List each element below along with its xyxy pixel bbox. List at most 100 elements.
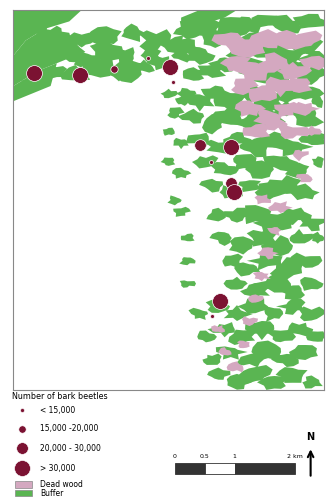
Text: 2 km: 2 km [287,454,303,458]
Polygon shape [235,100,266,116]
Point [231,188,236,196]
Polygon shape [233,154,257,170]
Polygon shape [252,15,289,28]
Polygon shape [289,252,322,268]
Polygon shape [219,185,243,198]
Polygon shape [78,56,114,78]
Point [19,444,25,452]
Polygon shape [245,160,274,179]
Polygon shape [159,36,191,53]
Bar [15,482,31,488]
Polygon shape [288,30,322,50]
Polygon shape [291,102,320,116]
Polygon shape [255,194,271,204]
Polygon shape [223,277,248,289]
Polygon shape [216,17,252,40]
Polygon shape [234,115,266,134]
Text: Number of bark beetles: Number of bark beetles [12,392,108,401]
Polygon shape [290,184,320,200]
Polygon shape [234,262,260,276]
Polygon shape [110,60,150,83]
Point [208,158,213,166]
Polygon shape [238,365,273,384]
Polygon shape [173,21,204,40]
Polygon shape [267,330,296,342]
Polygon shape [272,48,308,68]
Polygon shape [173,138,189,149]
Polygon shape [206,208,226,222]
Polygon shape [257,248,279,260]
Polygon shape [276,57,311,75]
Polygon shape [205,140,232,153]
Polygon shape [106,62,133,82]
Polygon shape [207,322,235,338]
Polygon shape [299,56,327,70]
Polygon shape [286,322,313,336]
Polygon shape [52,36,73,52]
Polygon shape [121,24,145,42]
Polygon shape [248,294,264,303]
Polygon shape [211,325,225,333]
Bar [204,462,234,473]
Polygon shape [298,132,326,145]
Polygon shape [209,232,232,246]
Polygon shape [193,17,222,38]
Polygon shape [161,158,175,166]
Text: < 15,000: < 15,000 [40,406,75,415]
Text: 1: 1 [233,454,236,458]
Point [31,68,36,76]
Polygon shape [197,330,217,342]
Polygon shape [312,232,325,243]
Polygon shape [229,236,255,254]
Polygon shape [277,62,312,79]
Polygon shape [299,216,324,232]
Polygon shape [290,229,314,244]
Polygon shape [179,257,196,265]
Polygon shape [178,108,204,124]
Polygon shape [299,306,325,321]
Polygon shape [198,63,226,78]
Polygon shape [175,96,189,106]
Polygon shape [257,376,288,390]
Polygon shape [247,254,283,270]
Polygon shape [209,162,239,175]
Text: N: N [307,432,315,442]
Polygon shape [13,29,75,86]
Point [19,464,25,472]
Polygon shape [261,235,293,256]
Polygon shape [227,374,252,390]
Polygon shape [272,137,314,156]
Point [146,54,151,62]
Polygon shape [274,102,302,117]
Point [19,424,25,432]
Polygon shape [41,48,61,64]
Polygon shape [237,139,272,158]
Polygon shape [274,86,301,103]
Polygon shape [115,47,135,66]
Polygon shape [253,132,287,148]
Polygon shape [265,306,283,322]
Polygon shape [253,108,282,126]
Polygon shape [247,85,277,102]
Polygon shape [167,196,182,205]
Polygon shape [247,228,278,246]
Point [217,296,222,304]
Polygon shape [288,84,324,100]
Polygon shape [19,14,47,34]
Polygon shape [146,56,173,70]
Polygon shape [247,106,286,126]
Point [197,141,202,149]
Polygon shape [242,36,291,59]
Polygon shape [31,39,59,63]
Bar [15,490,31,496]
Polygon shape [268,201,293,213]
Polygon shape [283,78,312,93]
Polygon shape [300,277,324,291]
Polygon shape [67,32,95,48]
Polygon shape [222,254,243,268]
Polygon shape [208,58,235,72]
Polygon shape [172,168,191,178]
Polygon shape [235,86,261,104]
Polygon shape [225,47,248,66]
Polygon shape [237,298,268,314]
